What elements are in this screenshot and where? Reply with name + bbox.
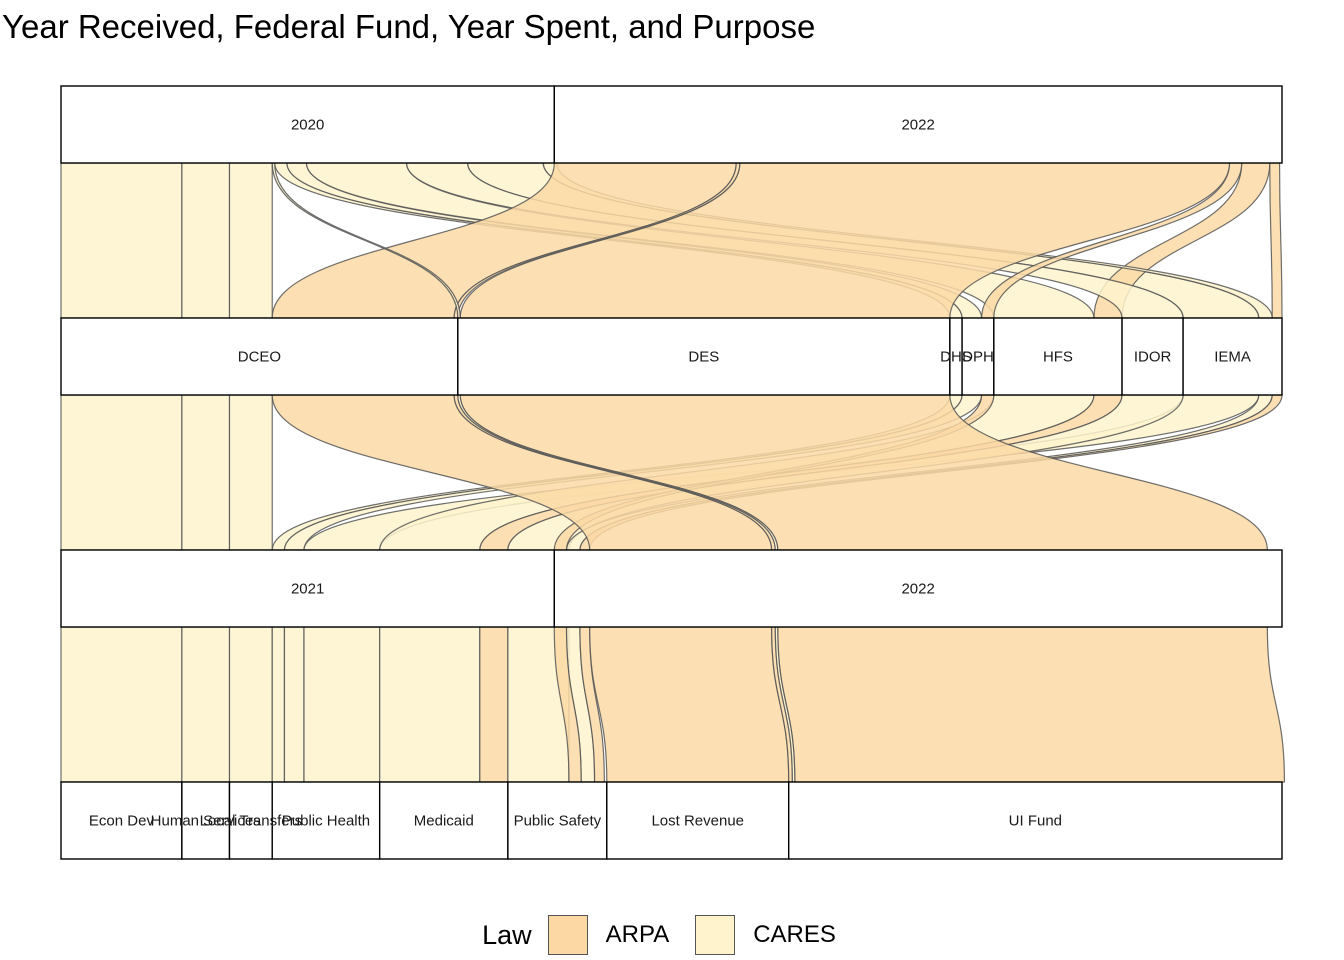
legend-title: Law (482, 919, 532, 950)
stratum-box-4-medicaid (378, 781, 509, 860)
stratum-label-3-2022: 2022 (901, 581, 934, 598)
stratum-label-4-medicaid: Medicaid (414, 813, 474, 830)
stratum-label-2-dph: DPH (962, 349, 994, 366)
stratum-label-2-dceo: DCEO (238, 349, 281, 366)
stratum-box-2-idor (1121, 317, 1184, 396)
stratum-label-4-public-health: Public Health (282, 813, 370, 830)
chart-title: Year Received, Federal Fund, Year Spent,… (2, 8, 816, 45)
flow-cares-2020-dceo-2021-local-transfers-seg-3 (228, 626, 273, 783)
legend-key-arpa (547, 915, 588, 955)
legend-key-cares (695, 915, 736, 955)
stratum-label-4-ui-fund: UI Fund (1009, 813, 1062, 830)
stratum-label-4-human-services: Human Services (151, 813, 261, 830)
stratum-box-1-2020 (60, 85, 555, 164)
stratum-label-4-public-safety: Public Safety (514, 813, 602, 830)
flow-cares-2020-iema-2021-public-health-seg-3 (303, 626, 381, 783)
stratum-box-2-hfs (993, 317, 1123, 396)
stratum-label-1-2020: 2020 (291, 117, 324, 134)
flow-arpa-2022-hfs-2021-medicaid-seg-3 (479, 626, 509, 783)
stratum-label-1-2022: 2022 (901, 117, 934, 134)
flow-cares-2020-dhs-2021-public-health-seg-3 (271, 626, 286, 783)
stratum-box-4-lost-revenue (606, 781, 790, 860)
flow-cares-2020-dceo-2021-econ-dev-seg-2 (60, 394, 183, 551)
stratum-box-2-dceo (60, 317, 459, 396)
stratum-label-4-econ-dev: Econ Dev (89, 813, 155, 830)
flow-arpa-2022-des-2022-ui-fund-seg-3 (777, 626, 1286, 783)
flow-cares-2020-dceo-2021-econ-dev-seg-1 (60, 162, 183, 319)
flow-cares-2020-dceo-2021-econ-dev-seg-3 (60, 626, 183, 783)
stratum-label-2-hfs: HFS (1043, 349, 1073, 366)
legend-label-cares: CARES (753, 921, 836, 948)
flow-cares-2020-dceo-2021-human-services-seg-3 (181, 626, 231, 783)
stratum-label-2-des: DES (688, 349, 719, 366)
flow-cares-2020-dph-2021-public-health-seg-3 (283, 626, 305, 783)
stratum-label-2-idor: IDOR (1134, 349, 1172, 366)
stratum-label-2-dhs: DHS (940, 349, 972, 366)
stratum-box-4-local-transfers (228, 781, 273, 860)
stratum-label-4-local-transfers: Local Transfers (200, 813, 303, 830)
flows-layer (60, 162, 1286, 783)
stratum-box-4-ui-fund (788, 781, 1283, 860)
flow-cares-2020-dceo-2021-human-services-seg-2 (181, 394, 231, 551)
stratum-box-2-dph (961, 317, 995, 396)
legend: Law ARPA CARES (0, 910, 1344, 960)
stratum-box-3-2021 (60, 549, 555, 628)
stratum-label-3-2021: 2021 (291, 581, 324, 598)
flow-cares-2020-dceo-2021-local-transfers-seg-2 (228, 394, 273, 551)
stratum-box-2-iema (1182, 317, 1283, 396)
stratum-box-1-2022 (553, 85, 1283, 164)
flow-cares-2020-hfs-2021-medicaid-seg-3 (379, 626, 481, 783)
stratum-box-2-des (457, 317, 951, 396)
stratum-label-4-lost-revenue: Lost Revenue (651, 813, 744, 830)
legend-label-arpa: ARPA (605, 921, 670, 948)
flow-arpa-2022-dceo-2022-lost-revenue-seg-3 (589, 626, 790, 783)
flow-arpa-2022-iema-2022-public-safety-seg-1 (1269, 162, 1283, 319)
stratum-box-4-public-health (271, 781, 381, 860)
flow-cares-2020-dceo-2021-local-transfers-seg-1 (228, 162, 273, 319)
flow-cares-2020-dceo-2021-human-services-seg-1 (181, 162, 231, 319)
stratum-box-3-2022 (553, 549, 1283, 628)
stratum-label-2-iema: IEMA (1214, 349, 1251, 366)
